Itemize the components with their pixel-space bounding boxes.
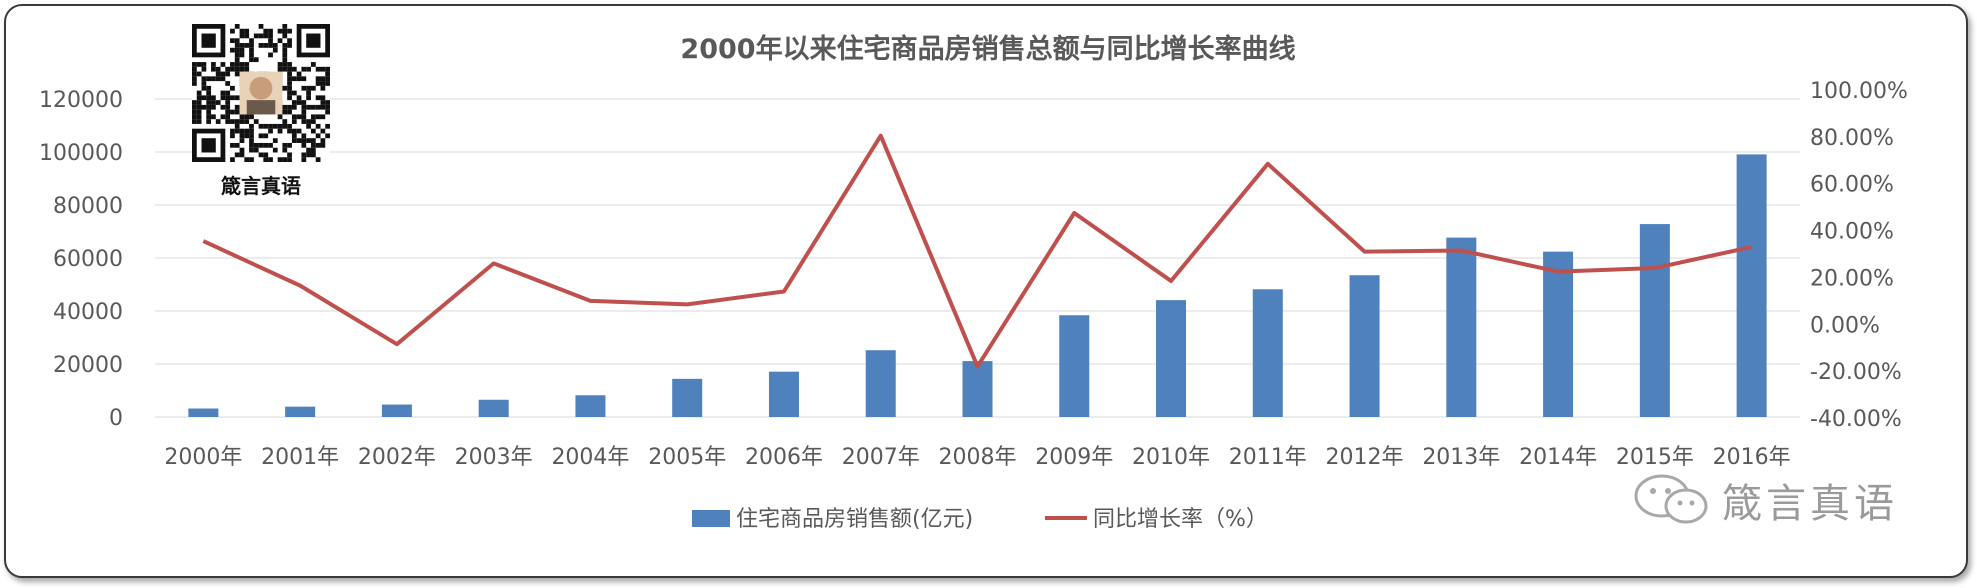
bar [672,378,703,417]
x-tick-label: 2007年 [842,445,920,470]
bar [865,350,896,417]
x-tick-label: 2008年 [939,445,1017,470]
line-series [202,133,1753,369]
x-tick-label: 2001年 [261,445,339,470]
watermark-text: 箴言真语 [1722,481,1898,527]
left-tick-label: 20000 [53,353,123,378]
gridlines [155,98,1800,418]
x-tick-label: 2004年 [551,445,629,470]
chart-title: 2000年以来住宅商品房销售总额与同比增长率曲线 [680,33,1295,65]
left-tick-label: 60000 [53,247,123,272]
right-tick-label: 60.00% [1810,173,1894,198]
bar [188,408,219,417]
left-axis-ticks: 0 20000 40000 60000 80000 100000 120000 [39,88,123,431]
left-tick-label: 120000 [39,88,123,113]
growth-line [202,133,1753,369]
x-tick-label: 2014年 [1519,445,1597,470]
bar [1349,275,1380,417]
bar [1252,289,1283,417]
right-tick-label: 100.00% [1810,79,1908,104]
bar [575,395,606,417]
bar [962,361,993,417]
x-tick-label: 2010年 [1132,445,1210,470]
legend-line-label: 同比增长率（%） [1093,507,1268,532]
wechat-watermark: 箴言真语 [1630,470,1930,530]
x-tick-label: 2015年 [1616,445,1694,470]
left-tick-label: 40000 [53,300,123,325]
right-axis-ticks: -40.00% -20.00% 0.00% 20.00% 40.00% 60.00% 80.… [1810,79,1908,432]
bar [1736,154,1767,417]
x-tick-label: 2016年 [1713,445,1791,470]
legend: 住宅商品房销售额(亿元) 同比增长率（%） [692,507,1268,532]
bar [285,406,316,417]
right-tick-label: 0.00% [1810,313,1880,338]
bar [1059,315,1090,417]
left-tick-label: 0 [109,406,123,431]
right-tick-label: 40.00% [1810,220,1894,245]
left-tick-label: 100000 [39,141,123,166]
left-tick-label: 80000 [53,194,123,219]
x-tick-label: 2005年 [648,445,726,470]
bar [1156,300,1187,417]
x-tick-label: 2013年 [1422,445,1500,470]
right-tick-label: 80.00% [1810,126,1894,151]
bar [1543,251,1574,417]
bar [478,399,509,417]
right-tick-label: 20.00% [1810,266,1894,291]
legend-bar-label: 住宅商品房销售额(亿元) [736,507,973,532]
x-tick-label: 2003年 [455,445,533,470]
x-tick-label: 2000年 [164,445,242,470]
x-tick-label: 2012年 [1326,445,1404,470]
bar [1639,224,1670,417]
bar [381,404,412,417]
x-axis-labels: 2000年 2001年 2002年 2003年 2004年 2005年 2006年 2007年… [164,445,1790,470]
bar [768,371,799,417]
x-tick-label: 2009年 [1035,445,1113,470]
qr-code-icon [192,24,330,162]
x-tick-label: 2011年 [1229,445,1307,470]
right-tick-label: -40.00% [1810,407,1902,432]
x-tick-label: 2002年 [358,445,436,470]
wechat-icon [1634,474,1708,524]
qr-caption: 箴言真语 [221,174,301,198]
bar-series [188,154,1767,417]
bar [1446,237,1477,417]
legend-bar-swatch [692,510,730,527]
right-tick-label: -20.00% [1810,360,1902,385]
x-tick-label: 2006年 [745,445,823,470]
